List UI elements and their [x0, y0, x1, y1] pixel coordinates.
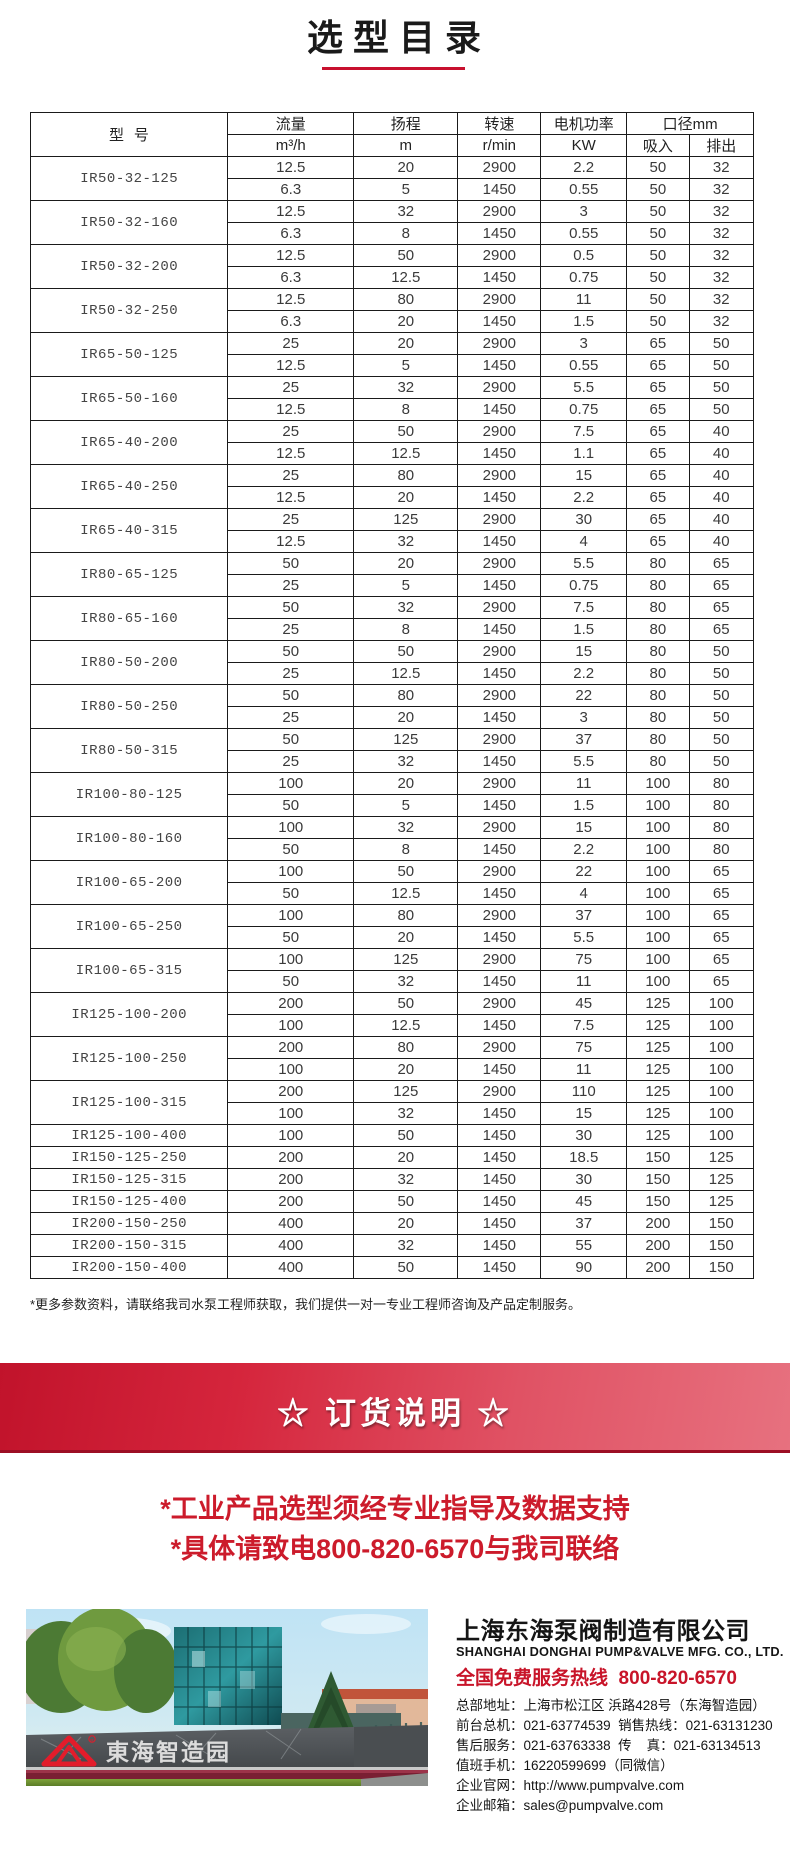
svg-text:R: R: [90, 1737, 93, 1742]
svg-text:東海智造园: 東海智造园: [106, 1739, 231, 1765]
